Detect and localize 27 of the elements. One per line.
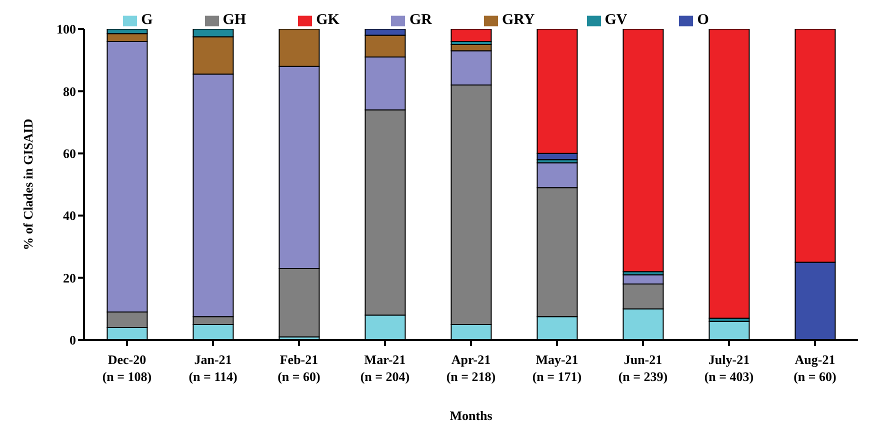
x-tick-label: Aug-21 (n = 60) [794, 352, 836, 384]
legend-label: O [697, 12, 709, 28]
x-tick-label: May-21 (n = 171) [532, 352, 582, 384]
x-tick-label: Dec-20 (n = 108) [102, 352, 152, 384]
y-tick-label: 60 [63, 146, 76, 162]
legend-label: GK [316, 12, 340, 28]
legend-label: GH [222, 12, 246, 28]
x-tick-label: July-21 (n = 403) [704, 352, 754, 384]
bar [450, 29, 492, 42]
y-tick-label: 0 [70, 332, 76, 348]
x-tick-label: Apr-21 (n = 218) [446, 352, 496, 384]
x-tick-label: Feb-21 (n = 60) [278, 352, 320, 384]
y-tick-label: 20 [63, 270, 76, 286]
bar [622, 29, 664, 272]
y-axis-title: % of Clades in GISAID [20, 118, 36, 250]
y-tick-label: 40 [63, 208, 76, 224]
x-tick-label: Mar-21 (n = 204) [360, 352, 410, 384]
legend-label: GV [604, 12, 628, 28]
bar [708, 29, 750, 319]
x-tick-label: Jun-21 (n = 239) [618, 352, 668, 384]
y-tick-label: 80 [63, 84, 76, 99]
legend-label: GRY [502, 12, 535, 28]
y-tick-label: 100 [56, 22, 76, 37]
legend-label: G [141, 12, 153, 28]
x-axis-title: Months [450, 408, 492, 423]
legend-label: GR [409, 12, 432, 28]
x-tick-label: Jan-21 (n = 114) [188, 352, 238, 384]
